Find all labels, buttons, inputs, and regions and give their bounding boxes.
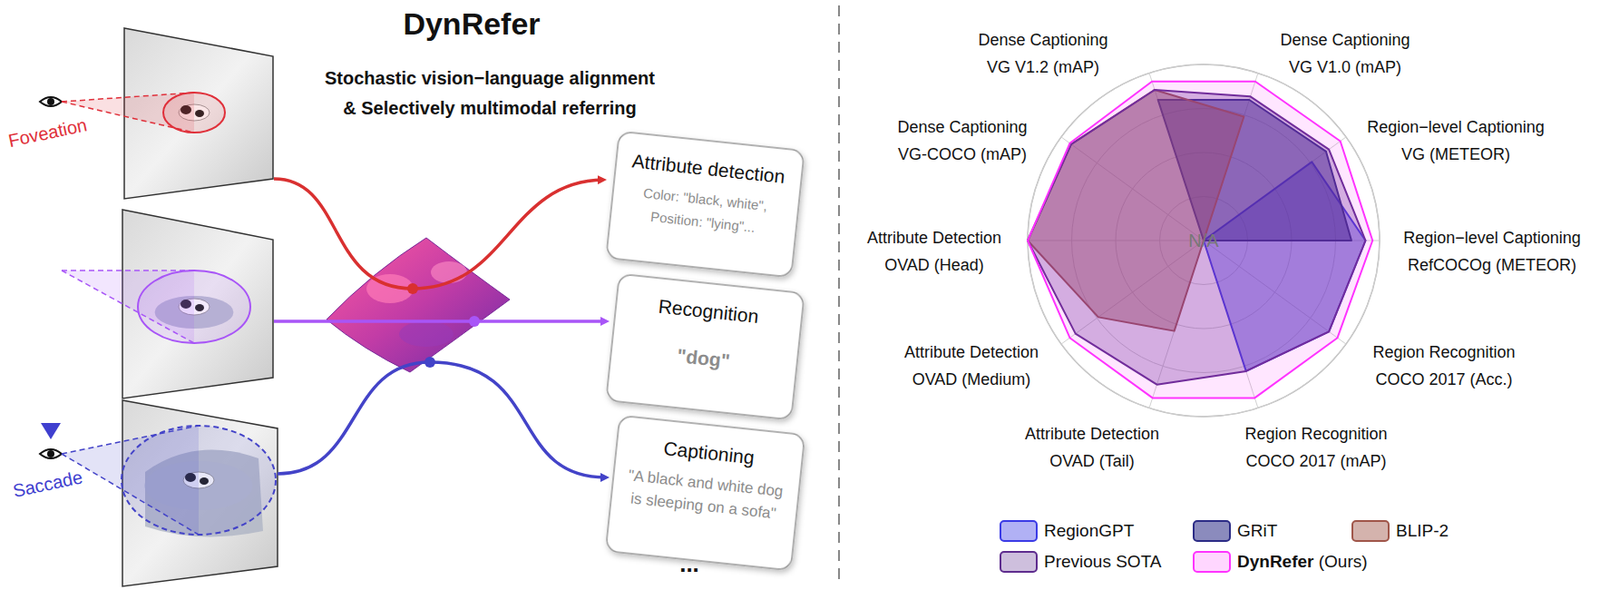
legend-bold: DynRefer bbox=[1237, 551, 1315, 571]
legend-entry: DynRefer (Ours) bbox=[1193, 551, 1368, 572]
range-circle bbox=[1027, 64, 1380, 417]
category-label: RefCOCOg (METEOR) bbox=[1407, 255, 1577, 274]
legend-entry: GRiT bbox=[1193, 520, 1279, 541]
legend-entry: BLIP-2 bbox=[1352, 520, 1449, 541]
legend-swatch bbox=[1000, 551, 1037, 572]
box-frame bbox=[605, 415, 806, 571]
box-title: Recognition bbox=[657, 294, 761, 326]
flow-dot bbox=[424, 356, 436, 368]
legend-label: BLIP-2 bbox=[1395, 520, 1449, 540]
box-text: Position: "lying"... bbox=[650, 208, 757, 235]
category-label: VG V1.2 (mAP) bbox=[986, 58, 1100, 77]
category-label: Attribute Detection bbox=[904, 342, 1039, 361]
category-label: OVAD (Tail) bbox=[1049, 451, 1135, 470]
series-group bbox=[1027, 81, 1373, 399]
category-label: Attribute Detection bbox=[1024, 424, 1160, 443]
stage-arrow bbox=[48, 149, 54, 427]
category-label: COCO 2017 (mAP) bbox=[1245, 451, 1386, 470]
box-text: "dog" bbox=[675, 344, 731, 371]
eye-pupil bbox=[47, 449, 55, 458]
stage-label: Foveation bbox=[6, 114, 88, 151]
output-box: Recognition "dog" bbox=[605, 273, 805, 420]
ellipsis: ... bbox=[679, 549, 700, 577]
view-cone bbox=[61, 270, 195, 343]
category-label: Region−level Captioning bbox=[1403, 228, 1581, 247]
category-label: Region Recognition bbox=[1372, 342, 1515, 361]
legend-label: GRiT bbox=[1237, 520, 1279, 540]
box-frame bbox=[605, 131, 805, 278]
category-label: VG-COCO (mAP) bbox=[897, 145, 1027, 164]
divider bbox=[838, 5, 840, 585]
legend-rest: (Ours) bbox=[1313, 551, 1367, 571]
view-panel bbox=[61, 209, 274, 399]
view-ray bbox=[61, 270, 195, 343]
legend-swatch bbox=[1193, 551, 1230, 572]
legend-swatch bbox=[1352, 520, 1389, 541]
category-label: Attribute Detection bbox=[867, 228, 1002, 247]
output-box: Attribute detectionColor: "black, white"… bbox=[605, 131, 805, 278]
legend-swatch bbox=[1000, 520, 1037, 541]
category-label: Region−level Captioning bbox=[1366, 117, 1545, 137]
flow-dot bbox=[468, 315, 480, 327]
box-title: Attribute detection bbox=[631, 149, 787, 187]
view-ray bbox=[61, 269, 195, 272]
diagram: DynRefer Stochastic vision−language align… bbox=[6, 6, 805, 586]
eye-pupil bbox=[47, 97, 55, 106]
flow-curve bbox=[273, 178, 604, 289]
surface-peak bbox=[399, 321, 454, 347]
category-label: Dense Captioning bbox=[977, 30, 1108, 49]
category-label: Dense Captioning bbox=[1279, 30, 1410, 49]
view-cone bbox=[61, 425, 199, 535]
box-title: Captioning bbox=[663, 437, 756, 468]
view-ray bbox=[61, 425, 199, 454]
flow-curve bbox=[273, 319, 606, 323]
view-panel bbox=[61, 28, 274, 199]
eye-icon bbox=[39, 448, 62, 459]
legend-entry: Previous SOTA bbox=[1000, 551, 1162, 572]
eye-outline bbox=[39, 97, 62, 107]
flow-curve bbox=[277, 361, 606, 478]
subtitle: Stochastic vision−language alignment bbox=[324, 68, 655, 88]
category-label: Dense Captioning bbox=[897, 117, 1027, 137]
category-label: OVAD (Head) bbox=[884, 255, 985, 274]
category-label: VG V1.0 (mAP) bbox=[1288, 58, 1402, 77]
view-ray bbox=[61, 453, 199, 535]
box-text: is sleeping on a sofa" bbox=[629, 489, 777, 523]
figure: DynRefer Stochastic vision−language align… bbox=[0, 0, 1600, 590]
view-ray bbox=[61, 92, 195, 102]
subtitle: & Selectively multimodal referring bbox=[342, 97, 636, 118]
flow-dot bbox=[407, 282, 419, 294]
box-frame bbox=[605, 273, 805, 420]
category-label: OVAD (Medium) bbox=[912, 370, 1032, 389]
title: DynRefer bbox=[402, 6, 540, 41]
eye-outline bbox=[39, 448, 62, 459]
stage-label: Saccade bbox=[10, 466, 85, 501]
legend-label: Previous SOTA bbox=[1043, 551, 1162, 571]
center-label: N/A bbox=[1188, 230, 1220, 251]
legend-label: DynRefer (Ours) bbox=[1237, 551, 1368, 571]
stage-arrowhead bbox=[40, 422, 61, 440]
category-label: Region Recognition bbox=[1244, 424, 1387, 443]
legend-label: RegionGPT bbox=[1043, 520, 1135, 540]
category-label: COCO 2017 (Acc.) bbox=[1375, 370, 1513, 389]
surface-peak bbox=[430, 261, 468, 283]
eye-icon bbox=[39, 97, 62, 107]
grid-ring bbox=[1027, 64, 1380, 417]
view-ray bbox=[61, 101, 195, 133]
radar-chart: N/A Dense Captioning VG V1.0 (mAP) Region−l… bbox=[867, 30, 1581, 572]
legend-entry: RegionGPT bbox=[1000, 520, 1135, 541]
view-panel bbox=[61, 400, 278, 586]
category-label: VG (METEOR) bbox=[1401, 145, 1511, 164]
series-polygon bbox=[1027, 81, 1373, 399]
output-box: Captioning"A black and white dogis sleep… bbox=[605, 415, 806, 571]
view-cone bbox=[61, 92, 195, 133]
legend-swatch bbox=[1193, 520, 1230, 541]
